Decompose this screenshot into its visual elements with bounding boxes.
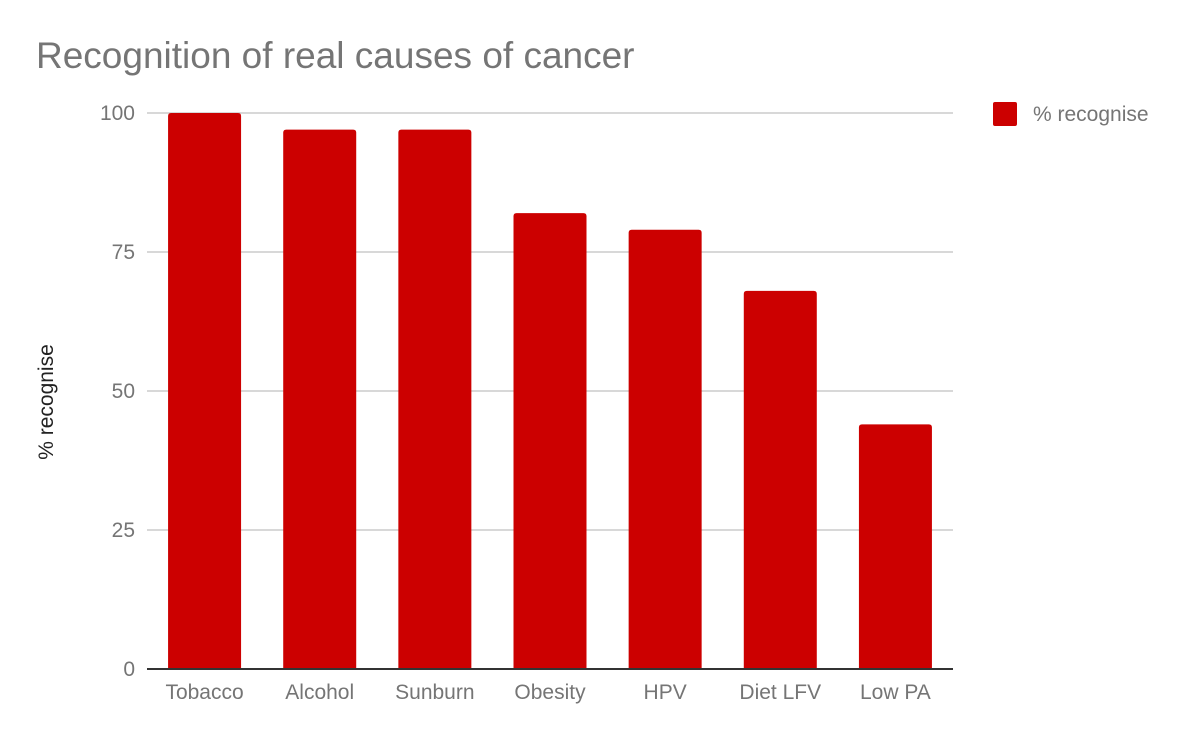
legend: % recognise [993,102,1149,126]
x-tick-label: Low PA [860,681,931,704]
x-axis-labels: Tobacco Alcohol Sunburn Obesity HPV Diet LFV L… [165,681,930,704]
x-tick-label: Sunburn [395,681,474,704]
bar-hpv [628,229,702,669]
bar-alcohol [283,129,357,669]
y-axis-title: % recognise [35,344,58,460]
x-tick-label: Obesity [514,681,586,704]
bar-tobacco [168,113,242,669]
y-tick-label: 75 [112,241,135,264]
chart-title: Recognition of real causes of cancer [36,35,635,76]
y-tick-label: 50 [112,380,135,403]
bars [168,113,932,669]
y-tick-label: 100 [100,102,135,125]
bar-diet-lfv [743,290,817,669]
bar-low-pa [858,424,932,669]
y-tick-label: 25 [112,519,135,542]
x-tick-label: Alcohol [285,681,354,704]
x-tick-label: Tobacco [165,681,243,704]
y-axis-ticks: 0 25 50 75 100 [100,102,135,681]
legend-swatch [993,102,1017,126]
x-tick-label: HPV [644,681,687,704]
legend-label: % recognise [1033,103,1149,126]
bar-obesity [513,213,587,669]
y-tick-label: 0 [123,658,135,681]
bar-sunburn [398,129,472,669]
x-tick-label: Diet LFV [739,681,821,704]
